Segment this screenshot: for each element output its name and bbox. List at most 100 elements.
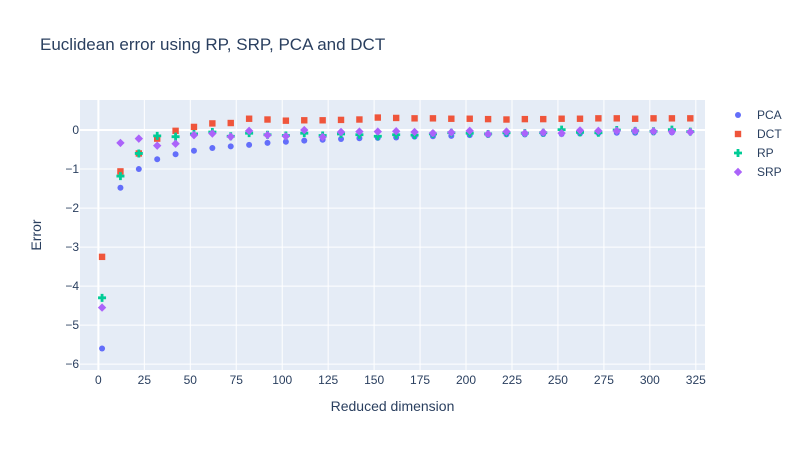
srp-point xyxy=(116,138,125,148)
dct-point xyxy=(319,117,326,124)
x-axis-ticks: 0 25 50 75 100 125 150 175 200 225 250 275 300 325 xyxy=(95,373,706,387)
dct-point xyxy=(668,115,676,122)
x-axis-title: Reduced dimension xyxy=(331,398,455,414)
y-tick-label: −6 xyxy=(65,357,79,371)
legend-label: RP xyxy=(757,146,774,160)
dct-point xyxy=(411,115,418,122)
dct-point xyxy=(448,115,455,122)
gridlines xyxy=(80,100,705,370)
dct-point xyxy=(521,115,529,123)
srp-point xyxy=(686,127,695,137)
rp-point xyxy=(373,132,382,141)
pca-point xyxy=(227,143,234,150)
series-srp xyxy=(97,125,695,312)
dct-point xyxy=(595,115,602,122)
srp-point xyxy=(612,126,621,136)
srp-point xyxy=(97,303,107,312)
srp-point xyxy=(318,132,327,142)
dct-point xyxy=(264,116,271,123)
x-tick-label: 325 xyxy=(686,373,706,387)
srp-point xyxy=(336,127,346,137)
pca-point xyxy=(264,139,271,146)
pca-point xyxy=(301,137,308,144)
srp-point xyxy=(410,127,419,137)
dct-point xyxy=(356,116,363,123)
dct-point xyxy=(209,120,216,127)
legend-item-dct: DCT xyxy=(734,127,782,141)
dct-point xyxy=(117,168,124,175)
pca-point xyxy=(117,184,124,191)
legend-marker xyxy=(735,112,741,118)
srp-point xyxy=(391,127,401,136)
x-tick-label: 125 xyxy=(318,373,338,387)
pca-point xyxy=(154,156,161,163)
srp-point xyxy=(355,127,364,136)
x-tick-label: 75 xyxy=(230,373,244,387)
pca-point xyxy=(135,166,142,173)
y-axis-title: Error xyxy=(28,219,44,250)
pca-point xyxy=(282,138,289,145)
legend-label: SRP xyxy=(757,165,782,179)
chart-title: Euclidean error using RP, SRP, PCA and D… xyxy=(40,35,385,54)
x-tick-label: 250 xyxy=(548,373,568,387)
srp-point xyxy=(373,127,382,136)
legend-marker xyxy=(733,167,743,177)
y-tick-label: −5 xyxy=(65,318,79,332)
rp-point xyxy=(116,172,125,181)
pca-point xyxy=(338,136,345,143)
dct-point xyxy=(392,114,400,122)
x-tick-label: 300 xyxy=(640,373,660,387)
srp-point xyxy=(226,132,235,141)
plot-area xyxy=(80,100,705,370)
srp-point xyxy=(649,127,658,136)
dct-point xyxy=(466,115,473,122)
legend-marker xyxy=(734,149,742,157)
srp-point xyxy=(300,125,309,135)
y-tick-label: 0 xyxy=(72,123,79,137)
srp-point xyxy=(208,129,217,138)
dct-point xyxy=(337,116,345,124)
x-tick-label: 50 xyxy=(184,373,198,387)
legend-label: PCA xyxy=(757,108,782,122)
dct-point xyxy=(301,117,308,124)
dct-point xyxy=(540,115,547,123)
srp-point xyxy=(447,128,456,137)
srp-point xyxy=(281,132,291,141)
dct-point xyxy=(98,253,106,261)
y-tick-label: −1 xyxy=(65,162,79,176)
x-tick-label: 175 xyxy=(410,373,430,387)
legend-item-pca: PCA xyxy=(735,108,782,122)
srp-point xyxy=(520,128,530,138)
legend-marker xyxy=(734,130,742,138)
x-tick-label: 225 xyxy=(502,373,522,387)
dct-point xyxy=(429,115,437,122)
x-tick-label: 25 xyxy=(138,373,152,387)
rp-point xyxy=(134,149,143,158)
srp-point xyxy=(134,134,144,143)
legend: PCA DCT RP SRP xyxy=(733,108,782,179)
x-tick-label: 275 xyxy=(594,373,614,387)
srp-point xyxy=(575,126,585,135)
srp-point xyxy=(483,129,493,139)
pca-point xyxy=(190,147,197,154)
dct-point xyxy=(172,127,179,135)
y-tick-label: −4 xyxy=(65,279,79,293)
pca-point xyxy=(209,144,216,151)
legend-item-srp: SRP xyxy=(733,165,782,179)
srp-point xyxy=(539,128,548,137)
legend-label: DCT xyxy=(757,127,782,141)
x-tick-label: 200 xyxy=(456,373,476,387)
dct-point xyxy=(558,115,565,122)
x-tick-label: 0 xyxy=(95,373,102,387)
srp-point xyxy=(428,128,438,138)
rp-point xyxy=(153,131,162,140)
srp-point xyxy=(630,126,640,136)
srp-point xyxy=(594,126,603,136)
x-tick-label: 150 xyxy=(364,373,384,387)
data-points xyxy=(97,114,695,352)
y-tick-label: −2 xyxy=(65,201,79,215)
dct-point xyxy=(650,115,657,122)
rp-point xyxy=(171,132,180,141)
pca-point xyxy=(99,345,106,352)
rp-point xyxy=(98,293,107,302)
